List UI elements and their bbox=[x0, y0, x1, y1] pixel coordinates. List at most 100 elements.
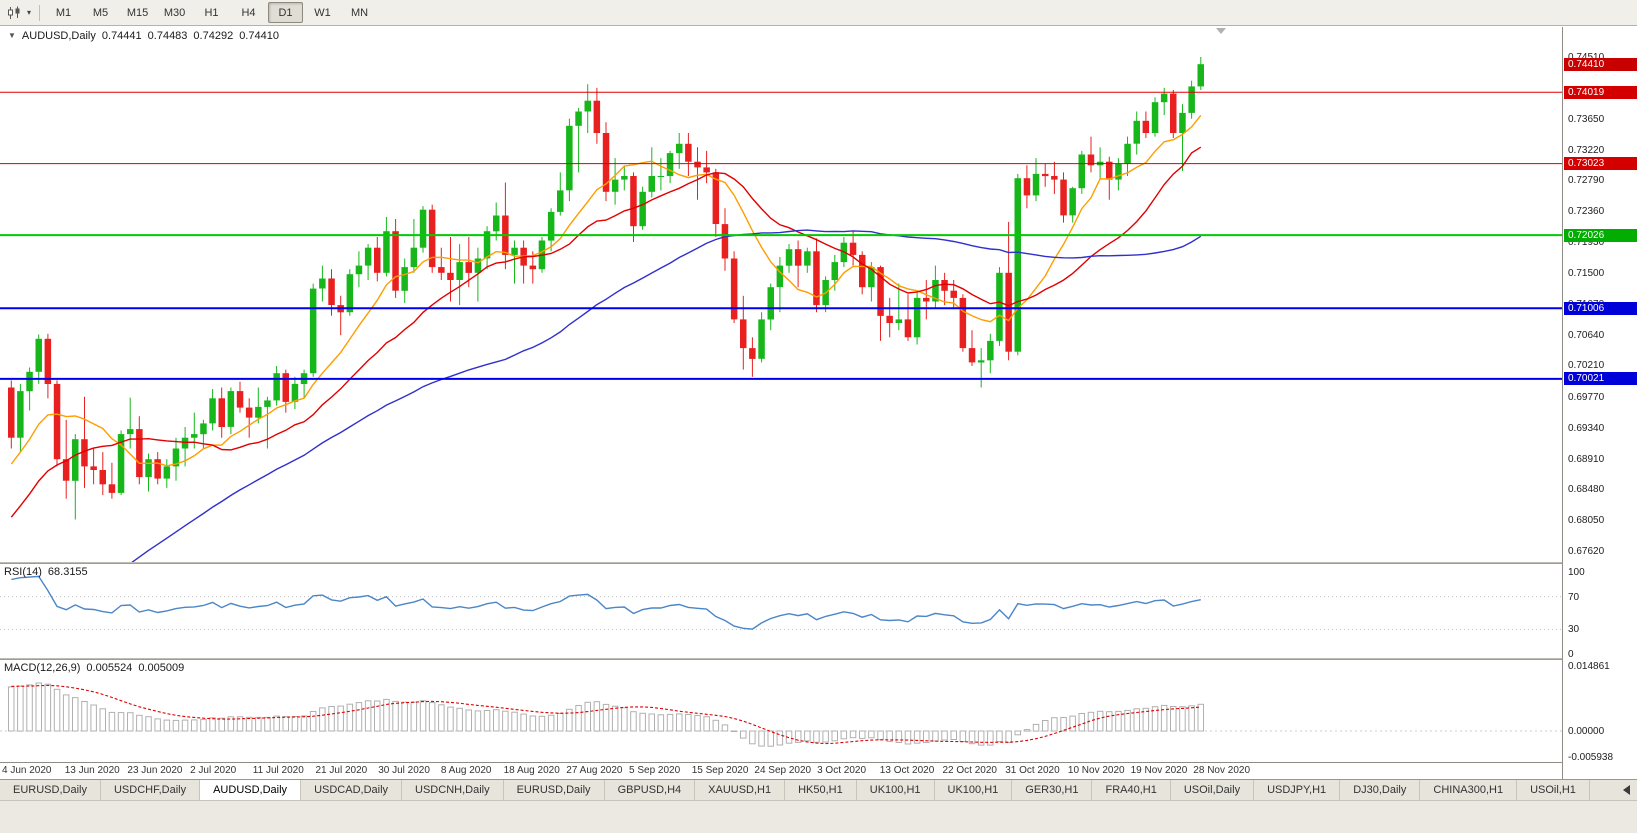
rsi-tick-label: 100 bbox=[1568, 567, 1585, 578]
time-axis-label: 4 Jun 2020 bbox=[2, 765, 52, 776]
ohlc-low: 0.74292 bbox=[193, 30, 234, 42]
timeframe-button-group: M1 M5 M15 M30 H1 H4 D1 W1 MN bbox=[46, 2, 377, 23]
tab-scroll-left-icon[interactable] bbox=[1623, 785, 1630, 795]
chart-title: ▼ AUDUSD,Daily 0.74441 0.74483 0.74292 0… bbox=[8, 30, 279, 42]
chart-tab[interactable]: UK100,H1 bbox=[856, 780, 935, 800]
chart-tab[interactable]: USOil,Daily bbox=[1170, 780, 1255, 800]
time-axis-label: 13 Jun 2020 bbox=[64, 765, 120, 776]
time-axis-label: 31 Oct 2020 bbox=[1005, 765, 1060, 776]
time-axis-label: 13 Oct 2020 bbox=[879, 765, 935, 776]
chart-tab[interactable]: USDCHF,Daily bbox=[100, 780, 201, 800]
ohlc-high: 0.74483 bbox=[147, 30, 188, 42]
macd-main-value: 0.005524 bbox=[86, 662, 133, 674]
chart-tab[interactable]: AUDUSD,Daily bbox=[200, 780, 302, 800]
chart-tab[interactable]: EURUSD,Daily bbox=[503, 780, 605, 800]
time-axis-label: 27 Aug 2020 bbox=[566, 765, 623, 776]
macd-tick-label: -0.005938 bbox=[1568, 752, 1614, 763]
time-axis-label: 28 Nov 2020 bbox=[1193, 765, 1251, 776]
price-axis[interactable]: 0.74510 0.73650 0.73220 0.72790 0.72360 0.719… bbox=[1562, 27, 1637, 779]
time-axis-label: 24 Sep 2020 bbox=[754, 765, 812, 776]
time-axis-label: 15 Sep 2020 bbox=[691, 765, 749, 776]
chart-tab[interactable]: FRA40,H1 bbox=[1092, 780, 1171, 800]
chart-shift-marker-icon[interactable] bbox=[1216, 28, 1226, 34]
chart-tab[interactable]: DJ30,Daily bbox=[1340, 780, 1421, 800]
timeframe-button-mn[interactable]: MN bbox=[350, 6, 369, 19]
time-axis-label: 23 Jun 2020 bbox=[127, 765, 183, 776]
time-axis-label: 2 Jul 2020 bbox=[190, 765, 237, 776]
rsi-tick-label: 0 bbox=[1568, 649, 1574, 660]
pane-resize-handle[interactable] bbox=[0, 658, 1637, 660]
price-tick-label: 0.72360 bbox=[1568, 206, 1605, 218]
price-tick-label: 0.73220 bbox=[1568, 144, 1605, 156]
time-axis-label: 11 Jul 2020 bbox=[252, 765, 304, 776]
main-chart-pane[interactable]: ▼ AUDUSD,Daily 0.74441 0.74483 0.74292 0… bbox=[0, 27, 1562, 562]
time-axis[interactable]: 4 Jun 2020 13 Jun 2020 23 Jun 2020 2 Jul 20… bbox=[0, 762, 1562, 779]
one-click-trading-icon[interactable]: ▼ bbox=[8, 31, 16, 40]
chart-tab[interactable]: UK100,H1 bbox=[934, 780, 1013, 800]
price-level-badge: 0.70021 bbox=[1564, 372, 1637, 386]
timeframe-button-m1[interactable]: M1 bbox=[55, 6, 72, 19]
time-axis-label: 19 Nov 2020 bbox=[1130, 765, 1188, 776]
time-axis-label: 8 Aug 2020 bbox=[440, 765, 492, 776]
rsi-chart[interactable] bbox=[0, 564, 1562, 658]
time-axis-label: 10 Nov 2020 bbox=[1067, 765, 1125, 776]
timeframe-button-h1[interactable]: H1 bbox=[204, 6, 219, 19]
price-tick-label: 0.67620 bbox=[1568, 546, 1605, 557]
chart-tab[interactable]: CHINA300,H1 bbox=[1420, 780, 1518, 800]
chart-tab[interactable]: GBPUSD,H4 bbox=[604, 780, 696, 800]
price-level-badge: 0.72026 bbox=[1564, 228, 1637, 242]
rsi-current-value: 68.3155 bbox=[47, 566, 88, 578]
macd-indicator-name: MACD(12,26,9) bbox=[4, 662, 81, 674]
price-chart[interactable] bbox=[0, 27, 1562, 562]
time-axis-label: 5 Sep 2020 bbox=[629, 765, 681, 776]
chart-type-icon[interactable] bbox=[4, 4, 24, 22]
price-tick-label: 0.69770 bbox=[1568, 391, 1605, 403]
chart-tabs: EURUSD,Daily USDCHF,Daily AUDUSD,Daily USDC… bbox=[0, 780, 1612, 800]
price-tick-label: 0.71500 bbox=[1568, 267, 1605, 279]
chart-symbol-period: AUDUSD,Daily bbox=[21, 30, 96, 42]
rsi-tick-label: 30 bbox=[1568, 624, 1580, 636]
pane-resize-handle[interactable] bbox=[0, 562, 1637, 564]
price-tick-label: 0.70210 bbox=[1568, 360, 1605, 372]
rsi-label: RSI(14) 68.3155 bbox=[4, 566, 88, 578]
price-tick-label: 0.69340 bbox=[1568, 422, 1605, 434]
chart-tab[interactable]: USDJPY,H1 bbox=[1254, 780, 1341, 800]
chart-tab[interactable]: USDCAD,Daily bbox=[301, 780, 403, 800]
price-tick-label: 0.68480 bbox=[1568, 484, 1605, 496]
timeframe-button-m5[interactable]: M5 bbox=[92, 6, 109, 19]
timeframe-button-w1[interactable]: W1 bbox=[314, 6, 331, 19]
price-tick-label: 0.68050 bbox=[1568, 515, 1605, 527]
chart-tab[interactable]: HK50,H1 bbox=[785, 780, 857, 800]
rsi-tick-label: 70 bbox=[1568, 591, 1580, 603]
chart-tab[interactable]: EURUSD,Daily bbox=[0, 780, 101, 800]
chart-tab[interactable]: USDCNH,Daily bbox=[402, 780, 504, 800]
status-bar bbox=[0, 800, 1637, 833]
chart-tab-bar: EURUSD,Daily USDCHF,Daily AUDUSD,Daily USDC… bbox=[0, 779, 1637, 800]
ohlc-close: 0.74410 bbox=[239, 30, 279, 42]
chart-tab[interactable]: USOil,H1 bbox=[1517, 780, 1590, 800]
price-level-badge: 0.74410 bbox=[1564, 57, 1637, 71]
timeframe-button-m30[interactable]: M30 bbox=[163, 6, 186, 19]
price-tick-label: 0.73650 bbox=[1568, 113, 1605, 125]
price-tick-label: 0.68910 bbox=[1568, 453, 1605, 465]
macd-chart[interactable] bbox=[0, 660, 1562, 762]
timeframe-button-h4[interactable]: H4 bbox=[241, 6, 256, 19]
macd-tick-label: 0.00000 bbox=[1568, 726, 1605, 737]
timeframe-button-m15[interactable]: M15 bbox=[126, 6, 149, 19]
price-level-badge: 0.74019 bbox=[1564, 85, 1637, 99]
macd-indicator-pane[interactable]: MACD(12,26,9) 0.005524 0.005009 bbox=[0, 660, 1562, 762]
price-tick-label: 0.72790 bbox=[1568, 175, 1605, 187]
timeframe-button-d1[interactable]: D1 bbox=[268, 2, 304, 23]
time-axis-label: 18 Aug 2020 bbox=[503, 765, 560, 776]
price-tick-label: 0.74510 bbox=[1568, 52, 1604, 63]
price-level-badge: 0.73023 bbox=[1564, 157, 1637, 171]
price-tick-label: 0.70640 bbox=[1568, 329, 1605, 341]
toolbar: ▾ M1 M5 M15 M30 H1 H4 D1 W1 MN bbox=[0, 0, 1637, 26]
chart-tab[interactable]: XAUUSD,H1 bbox=[695, 780, 786, 800]
rsi-indicator-pane[interactable]: RSI(14) 68.3155 bbox=[0, 564, 1562, 658]
chart-type-dropdown-caret-icon[interactable]: ▾ bbox=[27, 8, 32, 17]
macd-label: MACD(12,26,9) 0.005524 0.005009 bbox=[4, 662, 184, 674]
chart-tab[interactable]: GER30,H1 bbox=[1012, 780, 1093, 800]
macd-signal-value: 0.005009 bbox=[138, 662, 185, 674]
macd-tick-label: 0.014861 bbox=[1568, 661, 1610, 672]
